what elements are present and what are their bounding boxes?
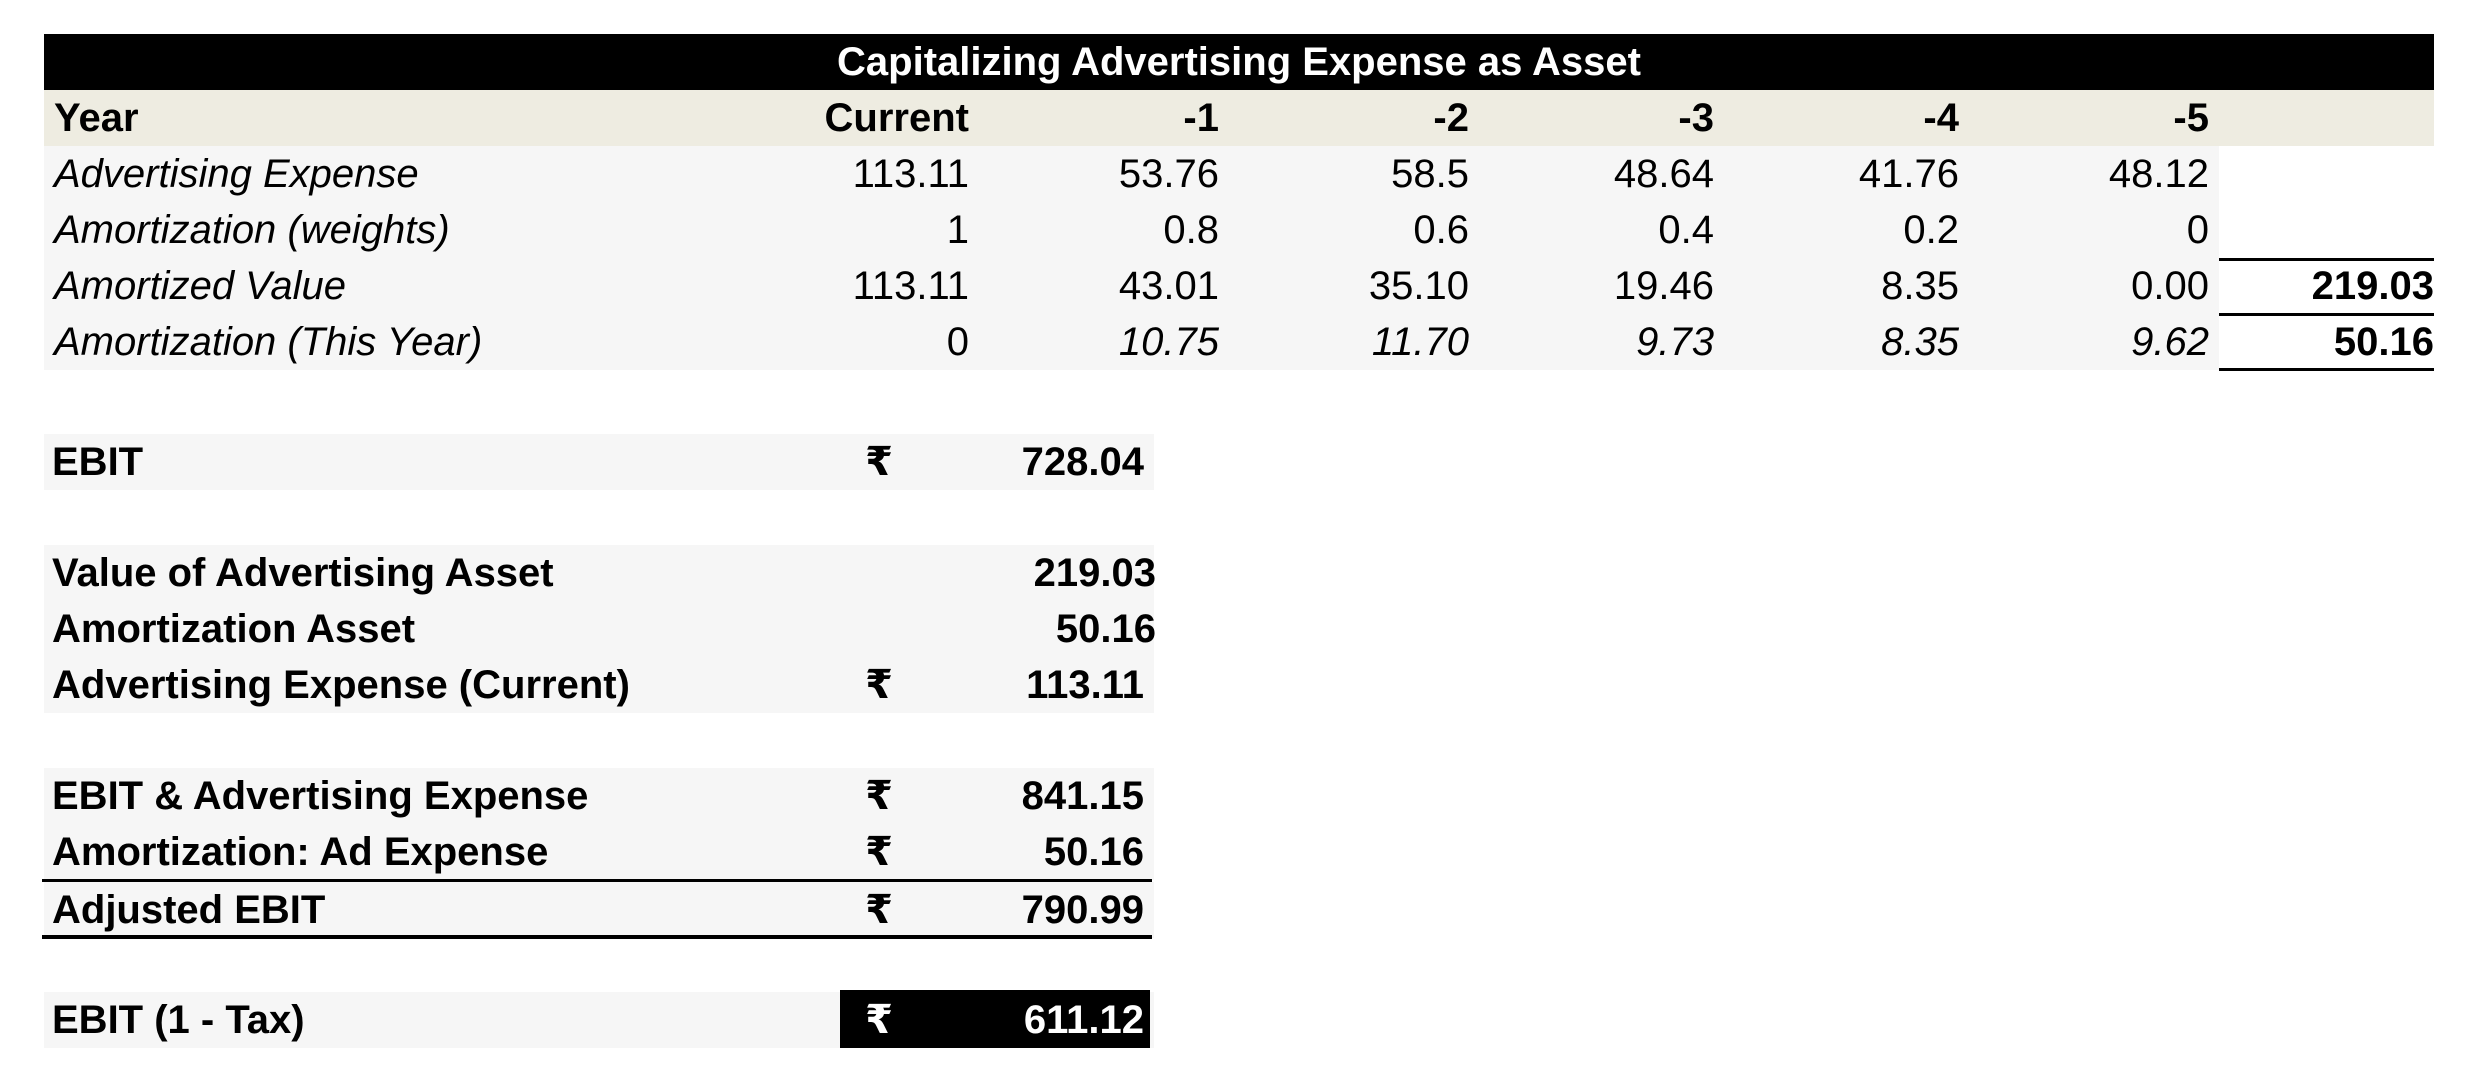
total-amortized-value: 219.03 [2311,264,2434,308]
header-year: Year [54,96,139,140]
ebit-value: 728.04 [1021,440,1144,484]
amortization-asset-label: Amortization Asset [52,607,416,651]
adjusted-ebit-value: 790.99 [1021,888,1144,932]
row-label: Amortization (This Year) [54,320,483,364]
ebit-ad-expense-label: EBIT & Advertising Expense [52,774,589,818]
ebit-after-tax-label: EBIT (1 - Tax) [52,998,305,1042]
row-label: Amortized Value [54,264,346,308]
cell-value: 9.73 [1636,320,1714,364]
ebit-after-tax-values: ₹ 611.12 [44,992,1154,1048]
cell-value: 0.4 [1658,208,1714,252]
cell-value: 41.76 [1858,152,1959,196]
amortization-ad-value: 50.16 [1043,830,1144,874]
total-mid-border [2219,313,2434,316]
table-title: Capitalizing Advertising Expense as Asse… [44,34,2434,90]
ebit-ad-expense-value: 841.15 [1021,774,1144,818]
asset-value-row: Value of Advertising Asset 219.03 [44,545,1156,601]
cell-value: 48.64 [1613,152,1714,196]
cell-value: 0.2 [1903,208,1959,252]
ebit-after-tax-highlight [840,990,1150,1048]
header-minus-1: -1 [1183,96,1219,140]
cell-value: 58.5 [1391,152,1469,196]
row-label: Advertising Expense [54,152,419,196]
ebit-row: EBIT ₹ 728.04 [44,434,1154,490]
table-row: Amortized Value 113.11 43.01 35.10 19.46… [44,258,2434,314]
ad-expense-current-label: Advertising Expense (Current) [52,663,630,707]
cell-value: 48.12 [2108,152,2209,196]
rupee-symbol: ₹ [865,830,893,874]
header-current: Current [824,96,969,140]
adjusted-ebit-bottom-border [42,935,1152,939]
header-minus-3: -3 [1678,96,1714,140]
cell-value: 53.76 [1118,152,1219,196]
adjusted-ebit-label: Adjusted EBIT [52,888,326,932]
header-minus-2: -2 [1433,96,1469,140]
cell-value: 11.70 [1371,320,1469,364]
table-row: Advertising Expense 113.11 53.76 58.5 48… [44,146,2219,202]
adjusted-ebit-top-border [42,879,1152,882]
cell-value: 8.35 [1881,320,1959,364]
ebit-label: EBIT [52,440,144,484]
rupee-symbol: ₹ [865,774,893,818]
cell-value: 35.10 [1368,264,1469,308]
cell-value: 1 [946,208,969,252]
cell-value: 0 [946,320,969,364]
ad-expense-current-row: Advertising Expense (Current) ₹ 113.11 [44,657,1154,713]
header-row: Year Current -1 -2 -3 -4 -5 [44,90,2434,146]
table-row: Amortization (weights) 1 0.8 0.6 0.4 0.2… [44,202,2219,258]
ad-expense-current-value: 113.11 [1026,663,1144,707]
cell-value: 0.8 [1163,208,1219,252]
cell-value: 43.01 [1118,264,1219,308]
ebit-ad-expense-row: EBIT & Advertising Expense ₹ 841.15 [44,768,1154,824]
cell-value: 0.00 [2131,264,2209,308]
cell-value: 10.75 [1118,320,1219,364]
cell-value: 0 [2186,208,2209,252]
header-minus-4: -4 [1923,96,1959,140]
amortization-asset-row: Amortization Asset 50.16 [44,601,1156,657]
adjusted-ebit-row: Adjusted EBIT ₹ 790.99 [44,882,1154,938]
table-row: Amortization (This Year) 0 10.75 11.70 9… [44,314,2434,370]
row-label: Amortization (weights) [54,208,450,252]
total-amortization: 50.16 [2333,320,2434,364]
cell-value: 8.35 [1881,264,1959,308]
header-minus-5: -5 [2173,96,2209,140]
ebit-after-tax-value: 611.12 [1023,998,1144,1042]
amortization-ad-row: Amortization: Ad Expense ₹ 50.16 [44,824,1154,880]
amortization-ad-label: Amortization: Ad Expense [52,830,549,874]
rupee-symbol: ₹ [865,663,893,707]
amortization-asset-value: 50.16 [1055,607,1156,651]
asset-value: 219.03 [1033,551,1156,595]
cell-value: 113.11 [852,152,969,196]
cell-value: 9.62 [2131,320,2209,364]
total-bottom-border [2219,368,2434,371]
cell-value: 19.46 [1613,264,1714,308]
cell-value: 113.11 [852,264,969,308]
cell-value: 0.6 [1413,208,1469,252]
rupee-symbol: ₹ [865,888,893,932]
rupee-symbol: ₹ [865,440,893,484]
total-top-border [2219,258,2434,261]
rupee-symbol: ₹ [865,998,893,1042]
asset-value-label: Value of Advertising Asset [52,551,554,595]
